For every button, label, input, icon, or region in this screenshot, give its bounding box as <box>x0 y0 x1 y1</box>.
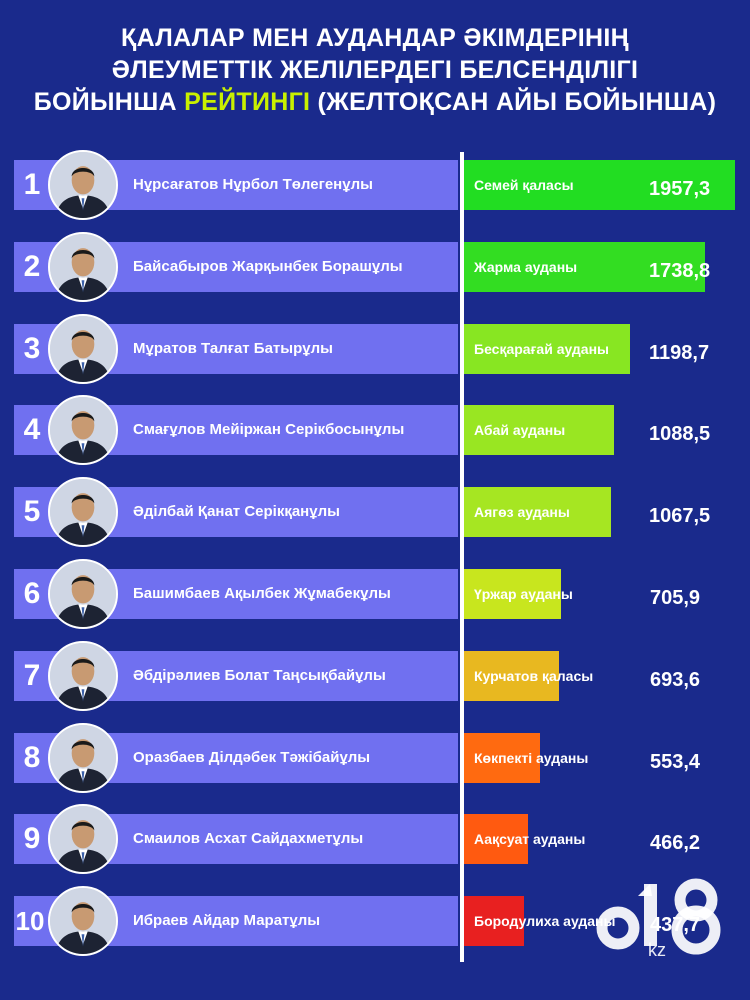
district-label: Бесқарағай ауданы <box>474 340 610 357</box>
score-bar <box>463 241 705 292</box>
person-name: Смағұлов Мейіржан Серікбосынұлы <box>133 421 405 439</box>
rank-number: 10 <box>15 906 45 937</box>
table-row: 3 Мұратов Талғат Батырұлы Бесқарағай аудан… <box>0 313 750 384</box>
o18-logo-icon <box>596 878 721 955</box>
rank-number: 3 <box>23 331 41 365</box>
chart-divider <box>460 152 464 962</box>
person-name: Смаилов Асхат Сайдахметұлы <box>133 830 364 848</box>
score-bar <box>463 569 561 619</box>
person-silhouette-icon <box>50 233 116 300</box>
score-value: 1198,7 <box>649 341 710 364</box>
table-row: 1 Нұрсағатов Нұрбол Төлегенұлы Семей қалас… <box>0 150 750 220</box>
score-value: 553,4 <box>650 750 701 773</box>
district-label: Курчатов қаласы <box>474 667 594 684</box>
rank-number: 6 <box>23 577 41 610</box>
rank-number: 7 <box>23 658 41 692</box>
person-silhouette-icon <box>50 888 116 955</box>
score-value: 705,9 <box>650 587 701 609</box>
score-value: 466,2 <box>650 832 701 855</box>
score-bar <box>463 323 630 374</box>
district-label: Жарма ауданы <box>474 258 578 275</box>
table-row: 6 Башимбаев Ақылбек Жұмабекұлы Үржар аудан… <box>0 559 750 629</box>
score-value: 1738,8 <box>649 259 711 282</box>
table-row: 8 Оразбаев Ділдәбек Тәжібайұлы Көкпекті ау… <box>0 722 750 793</box>
table-row: 7 Әбдірәлиев Болат Таңсықбайұлы Курчатов қ… <box>0 640 750 711</box>
title-line-3-end: (ЖЕЛТОҚСАН АЙЫ БОЙЫНША) <box>317 88 717 116</box>
avatar <box>48 559 118 629</box>
brand-logo <box>594 866 744 966</box>
score-bar <box>463 405 614 456</box>
avatar <box>48 804 118 875</box>
district-label: Аақсуат ауданы <box>474 831 586 848</box>
avatar <box>48 313 118 384</box>
score-value: 1088,5 <box>649 423 711 446</box>
score-value: 693,6 <box>650 668 701 691</box>
person-name: Ибраев Айдар Маратұлы <box>133 912 321 930</box>
page-title: ҚАЛАЛАР МЕН АУДАНДАР ӘКІМДЕРІНІҢ ӘЛЕУМЕТ… <box>0 22 750 118</box>
avatar <box>48 150 118 220</box>
rank-number: 2 <box>23 249 41 283</box>
person-silhouette-icon <box>50 315 116 382</box>
avatar <box>48 886 118 957</box>
person-name: Әбдірәлиев Болат Таңсықбайұлы <box>133 666 386 684</box>
title-line-2: ӘЛЕУМЕТТІК ЖЕЛІЛЕРДЕГІ БЕЛСЕНДІЛІГІ <box>111 56 639 84</box>
person-silhouette-icon <box>50 152 116 218</box>
logo-suffix: kz <box>648 940 666 960</box>
district-label: Аягөз ауданы <box>474 504 570 521</box>
person-name: Байсабыров Жарқынбек Борашұлы <box>133 257 403 275</box>
rank-number: 5 <box>23 495 41 529</box>
table-row: 4 Смағұлов Мейіржан Серікбосынұлы Абай ауд… <box>0 395 750 466</box>
person-name: Оразбаев Ділдәбек Тәжібайұлы <box>133 748 371 766</box>
person-name: Мұратов Талғат Батырұлы <box>133 339 333 357</box>
avatar <box>48 477 118 548</box>
avatar <box>48 231 118 302</box>
avatar <box>48 640 118 711</box>
table-row: 5 Әділбай Қанат Серікқанұлы Аягөз ауданы 10… <box>0 477 750 548</box>
table-row: 9 Смаилов Асхат Сайдахметұлы Аақсуат аудан… <box>0 804 750 875</box>
title-line-3: БОЙЫНША РЕЙТИНГІ (ЖЕЛТОҚСАН АЙЫ БОЙЫНША) <box>0 86 750 118</box>
avatar <box>48 722 118 793</box>
score-value: 1067,5 <box>649 505 711 528</box>
person-silhouette-icon <box>50 724 116 791</box>
rank-number: 1 <box>23 168 41 201</box>
district-label: Бородулиха ауданы <box>474 913 616 930</box>
score-bar <box>463 896 524 947</box>
score-bar <box>463 732 540 783</box>
district-label: Абай ауданы <box>474 422 566 439</box>
person-silhouette-icon <box>50 397 116 464</box>
person-silhouette-icon <box>50 479 116 546</box>
score-bar <box>463 160 735 210</box>
person-silhouette-icon <box>50 806 116 873</box>
person-name: Нұрсағатов Нұрбол Төлегенұлы <box>133 176 373 193</box>
title-highlight: РЕЙТИНГІ <box>184 88 311 116</box>
table-row: 2 Байсабыров Жарқынбек Борашұлы Жарма ауда… <box>0 231 750 302</box>
rank-number: 9 <box>23 822 41 856</box>
avatar <box>48 395 118 466</box>
district-label: Семей қаласы <box>474 177 574 193</box>
person-name: Башимбаев Ақылбек Жұмабекұлы <box>133 585 391 602</box>
person-name: Әділбай Қанат Серікқанұлы <box>133 503 340 521</box>
score-value: 1957,3 <box>649 178 711 200</box>
rank-number: 8 <box>23 740 41 774</box>
district-label: Көкпекті ауданы <box>474 749 589 766</box>
title-line-1: ҚАЛАЛАР МЕН АУДАНДАР ӘКІМДЕРІНІҢ <box>121 24 629 52</box>
person-silhouette-icon <box>50 561 116 627</box>
person-silhouette-icon <box>50 642 116 709</box>
score-bar <box>463 650 559 701</box>
score-bar <box>463 814 528 865</box>
table-row: 10 Ибраев Айдар Маратұлы Бородулиха ауданы… <box>0 886 750 957</box>
title-line-3-start: БОЙЫНША <box>33 88 177 116</box>
district-label: Үржар ауданы <box>474 586 573 602</box>
rank-number: 4 <box>23 413 41 447</box>
score-bar <box>463 487 611 538</box>
